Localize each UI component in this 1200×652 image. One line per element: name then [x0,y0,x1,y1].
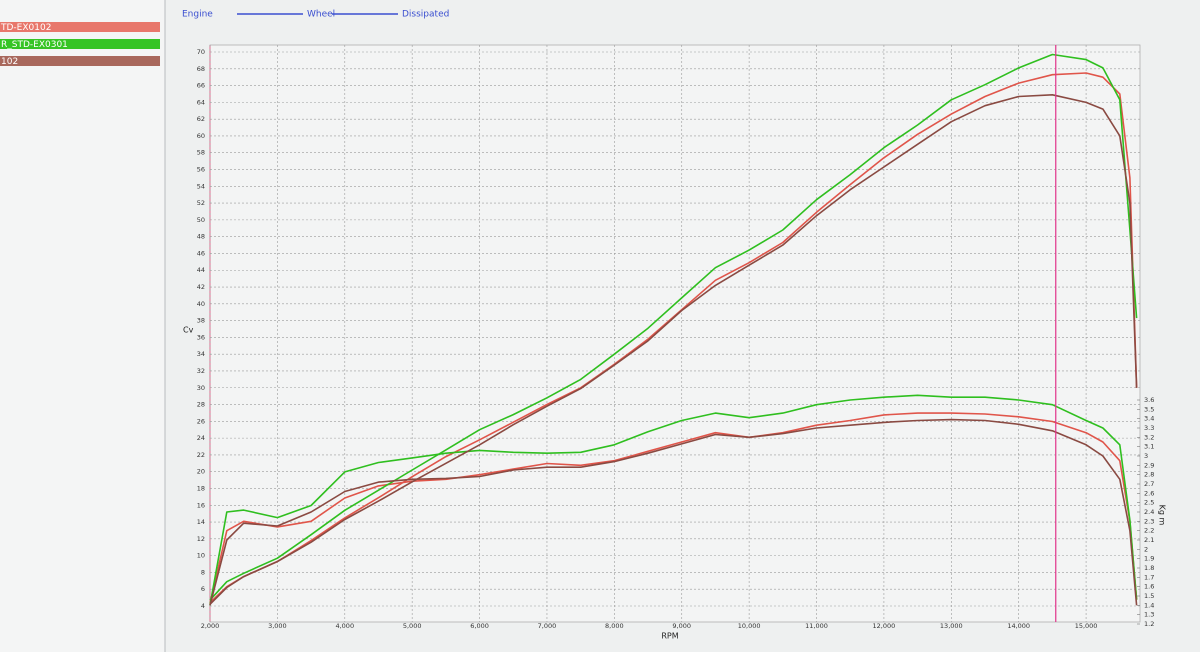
y2-tick-label: 2.6 [1144,489,1154,497]
y-tick-label: 68 [197,65,205,73]
y-tick-label: 26 [197,417,205,425]
y2-tick-label: 1.9 [1144,555,1154,563]
y2-tick-label: 3 [1144,452,1148,460]
y-tick-label: 40 [197,300,205,308]
y2-tick-label: 2.2 [1144,527,1154,535]
y2-tick-label: 1.2 [1144,620,1154,628]
y-tick-label: 28 [197,401,205,409]
y2-tick-label: 1.3 [1144,611,1154,619]
y-tick-label: 62 [197,115,205,123]
y-tick-label: 36 [197,333,205,341]
x-tick-label: 10,000 [738,622,761,630]
y-tick-label: 32 [197,367,205,375]
y-tick-label: 30 [197,384,205,392]
power-line [209,53,1138,601]
y2-tick-label: 3.4 [1144,415,1154,423]
header-legend-label: Dissipated [402,10,449,20]
y-tick-label: 44 [197,266,205,274]
y2-tick-label: 1.7 [1144,573,1154,581]
y-tick-label: 18 [197,484,205,492]
power-line [209,94,1138,605]
y-tick-label: 66 [197,82,205,90]
x-tick-label: 3,000 [268,622,287,630]
header-legend-label: Engine [182,10,213,20]
x-tick-label: 14,000 [1007,622,1030,630]
legend-swatch [0,39,160,49]
y2-tick-label: 1.4 [1144,601,1154,609]
y-tick-label: 52 [197,199,205,207]
y-axis-title: Cv [183,326,194,335]
y-tick-label: 4 [201,602,205,610]
y-tick-label: 34 [197,350,205,358]
y2-tick-label: 2.4 [1144,508,1154,516]
y-tick-label: 14 [197,518,205,526]
y-tick-label: 56 [197,166,205,174]
y2-axis-title: Kg m [1158,505,1167,526]
y2-tick-label: 1.6 [1144,583,1154,591]
y-tick-label: 58 [197,149,205,157]
y-tick-label: 54 [197,182,205,190]
y-tick-label: 8 [201,568,205,576]
y-tick-label: 20 [197,468,205,476]
y2-tick-label: 2.5 [1144,499,1154,507]
torque-line [209,418,1138,606]
legend-label: TD-EX0102 [0,23,51,33]
y-tick-label: 6 [201,585,205,593]
x-tick-label: 2,000 [201,622,220,630]
y-tick-label: 48 [197,233,205,241]
y-tick-label: 46 [197,249,205,257]
y-tick-label: 70 [197,48,205,56]
x-tick-label: 11,000 [805,622,828,630]
legend-swatch [0,22,160,32]
x-tick-label: 15,000 [1075,622,1098,630]
y-tick-label: 42 [197,283,205,291]
torque-line [209,412,1138,604]
x-tick-label: 8,000 [605,622,624,630]
x-tick-label: 7,000 [538,622,557,630]
y-tick-label: 24 [197,434,205,442]
y-tick-label: 64 [197,98,205,106]
x-tick-label: 6,000 [470,622,489,630]
y-tick-label: 50 [197,216,205,224]
x-axis-title: RPM [661,632,678,641]
y2-tick-label: 1.8 [1144,564,1154,572]
header-legend-label: Wheel [307,10,335,20]
y-tick-label: 22 [197,451,205,459]
power-line [209,72,1138,604]
torque-line [209,394,1138,606]
y-tick-label: 60 [197,132,205,140]
x-tick-label: 13,000 [940,622,963,630]
y2-tick-label: 2.8 [1144,471,1154,479]
y2-tick-label: 2.7 [1144,480,1154,488]
y-tick-label: 16 [197,501,205,509]
y2-tick-label: 2.1 [1144,536,1154,544]
y2-tick-label: 3.5 [1144,405,1154,413]
y2-tick-label: 2.3 [1144,517,1154,525]
x-tick-label: 5,000 [403,622,422,630]
y2-tick-label: 3.2 [1144,433,1154,441]
y2-tick-label: 1.5 [1144,592,1154,600]
y2-tick-label: 3.6 [1144,396,1154,404]
y-tick-label: 10 [197,552,205,560]
y2-tick-label: 3.1 [1144,443,1154,451]
x-tick-label: 12,000 [873,622,896,630]
y-tick-label: 38 [197,317,205,325]
y2-tick-label: 2.9 [1144,461,1154,469]
plot-area [209,44,1141,623]
y-tick-label: 12 [197,535,205,543]
y2-tick-label: 2 [1144,545,1148,553]
legend-swatch [0,56,160,66]
y2-tick-label: 3.3 [1144,424,1154,432]
legend-label: R_STD-EX0301 [1,40,68,50]
x-tick-label: 4,000 [335,622,354,630]
legend-label: 102 [1,57,18,67]
x-tick-label: 9,000 [672,622,691,630]
left-panel [0,0,165,652]
